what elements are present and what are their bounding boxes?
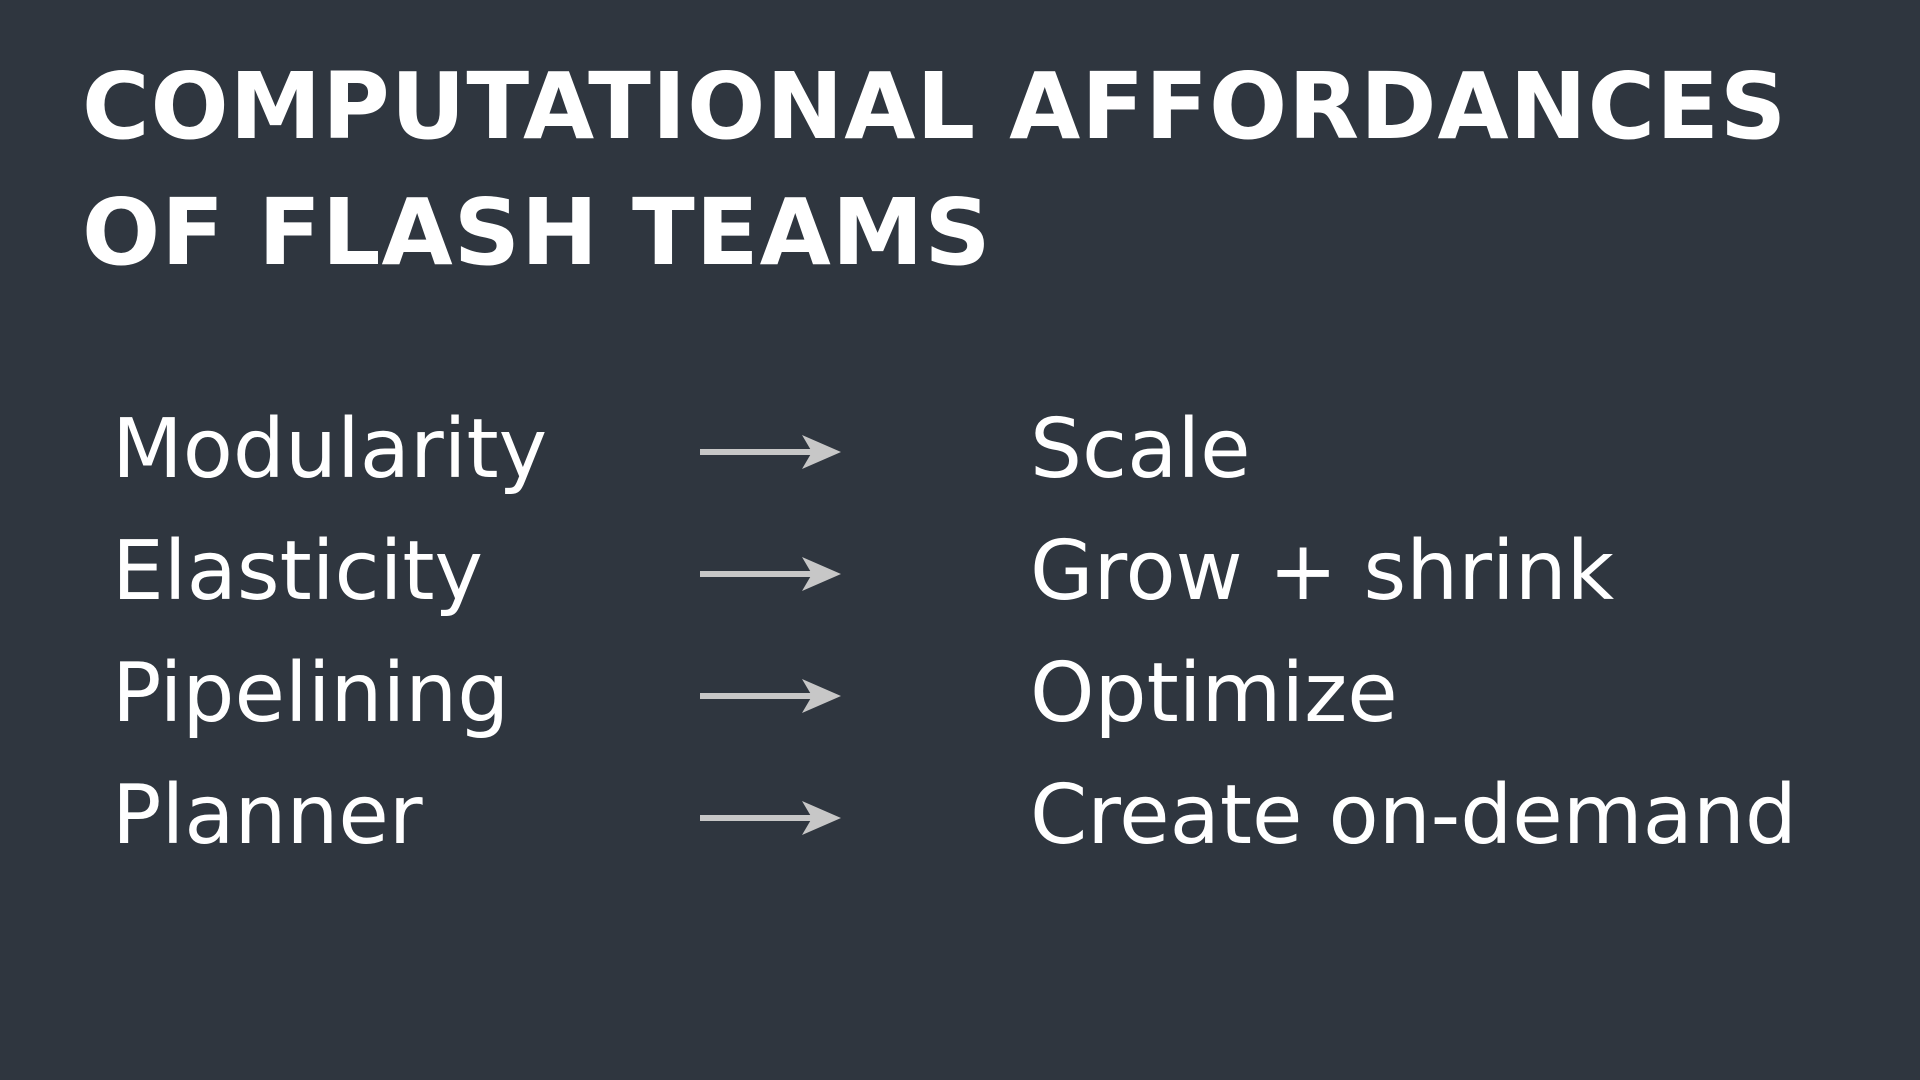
affordance-label: Planner — [112, 768, 423, 863]
slide-title: COMPUTATIONAL AFFORDANCES OF FLASH TEAMS — [82, 44, 1862, 296]
outcome-label: Create on-demand — [1030, 768, 1797, 863]
outcome-label: Scale — [1030, 402, 1251, 497]
outcome-label: Grow + shrink — [1030, 524, 1615, 619]
slide-title-line-2: OF FLASH TEAMS — [82, 179, 992, 286]
mapping-list: Modularity Scale Elasticity Grow + shrin… — [0, 395, 1920, 883]
mapping-row: Pipelining Optimize — [0, 639, 1920, 761]
mapping-row: Modularity Scale — [0, 395, 1920, 517]
affordance-label: Modularity — [112, 402, 548, 497]
affordance-label: Pipelining — [112, 646, 510, 741]
right-arrow-icon — [700, 801, 841, 835]
right-arrow-icon — [700, 557, 841, 591]
mapping-row: Elasticity Grow + shrink — [0, 517, 1920, 639]
right-arrow-icon — [700, 679, 841, 713]
slide-title-line-1: COMPUTATIONAL AFFORDANCES — [82, 53, 1788, 160]
outcome-label: Optimize — [1030, 646, 1398, 741]
right-arrow-icon — [700, 435, 841, 469]
mapping-row: Planner Create on-demand — [0, 761, 1920, 883]
affordance-label: Elasticity — [112, 524, 484, 619]
